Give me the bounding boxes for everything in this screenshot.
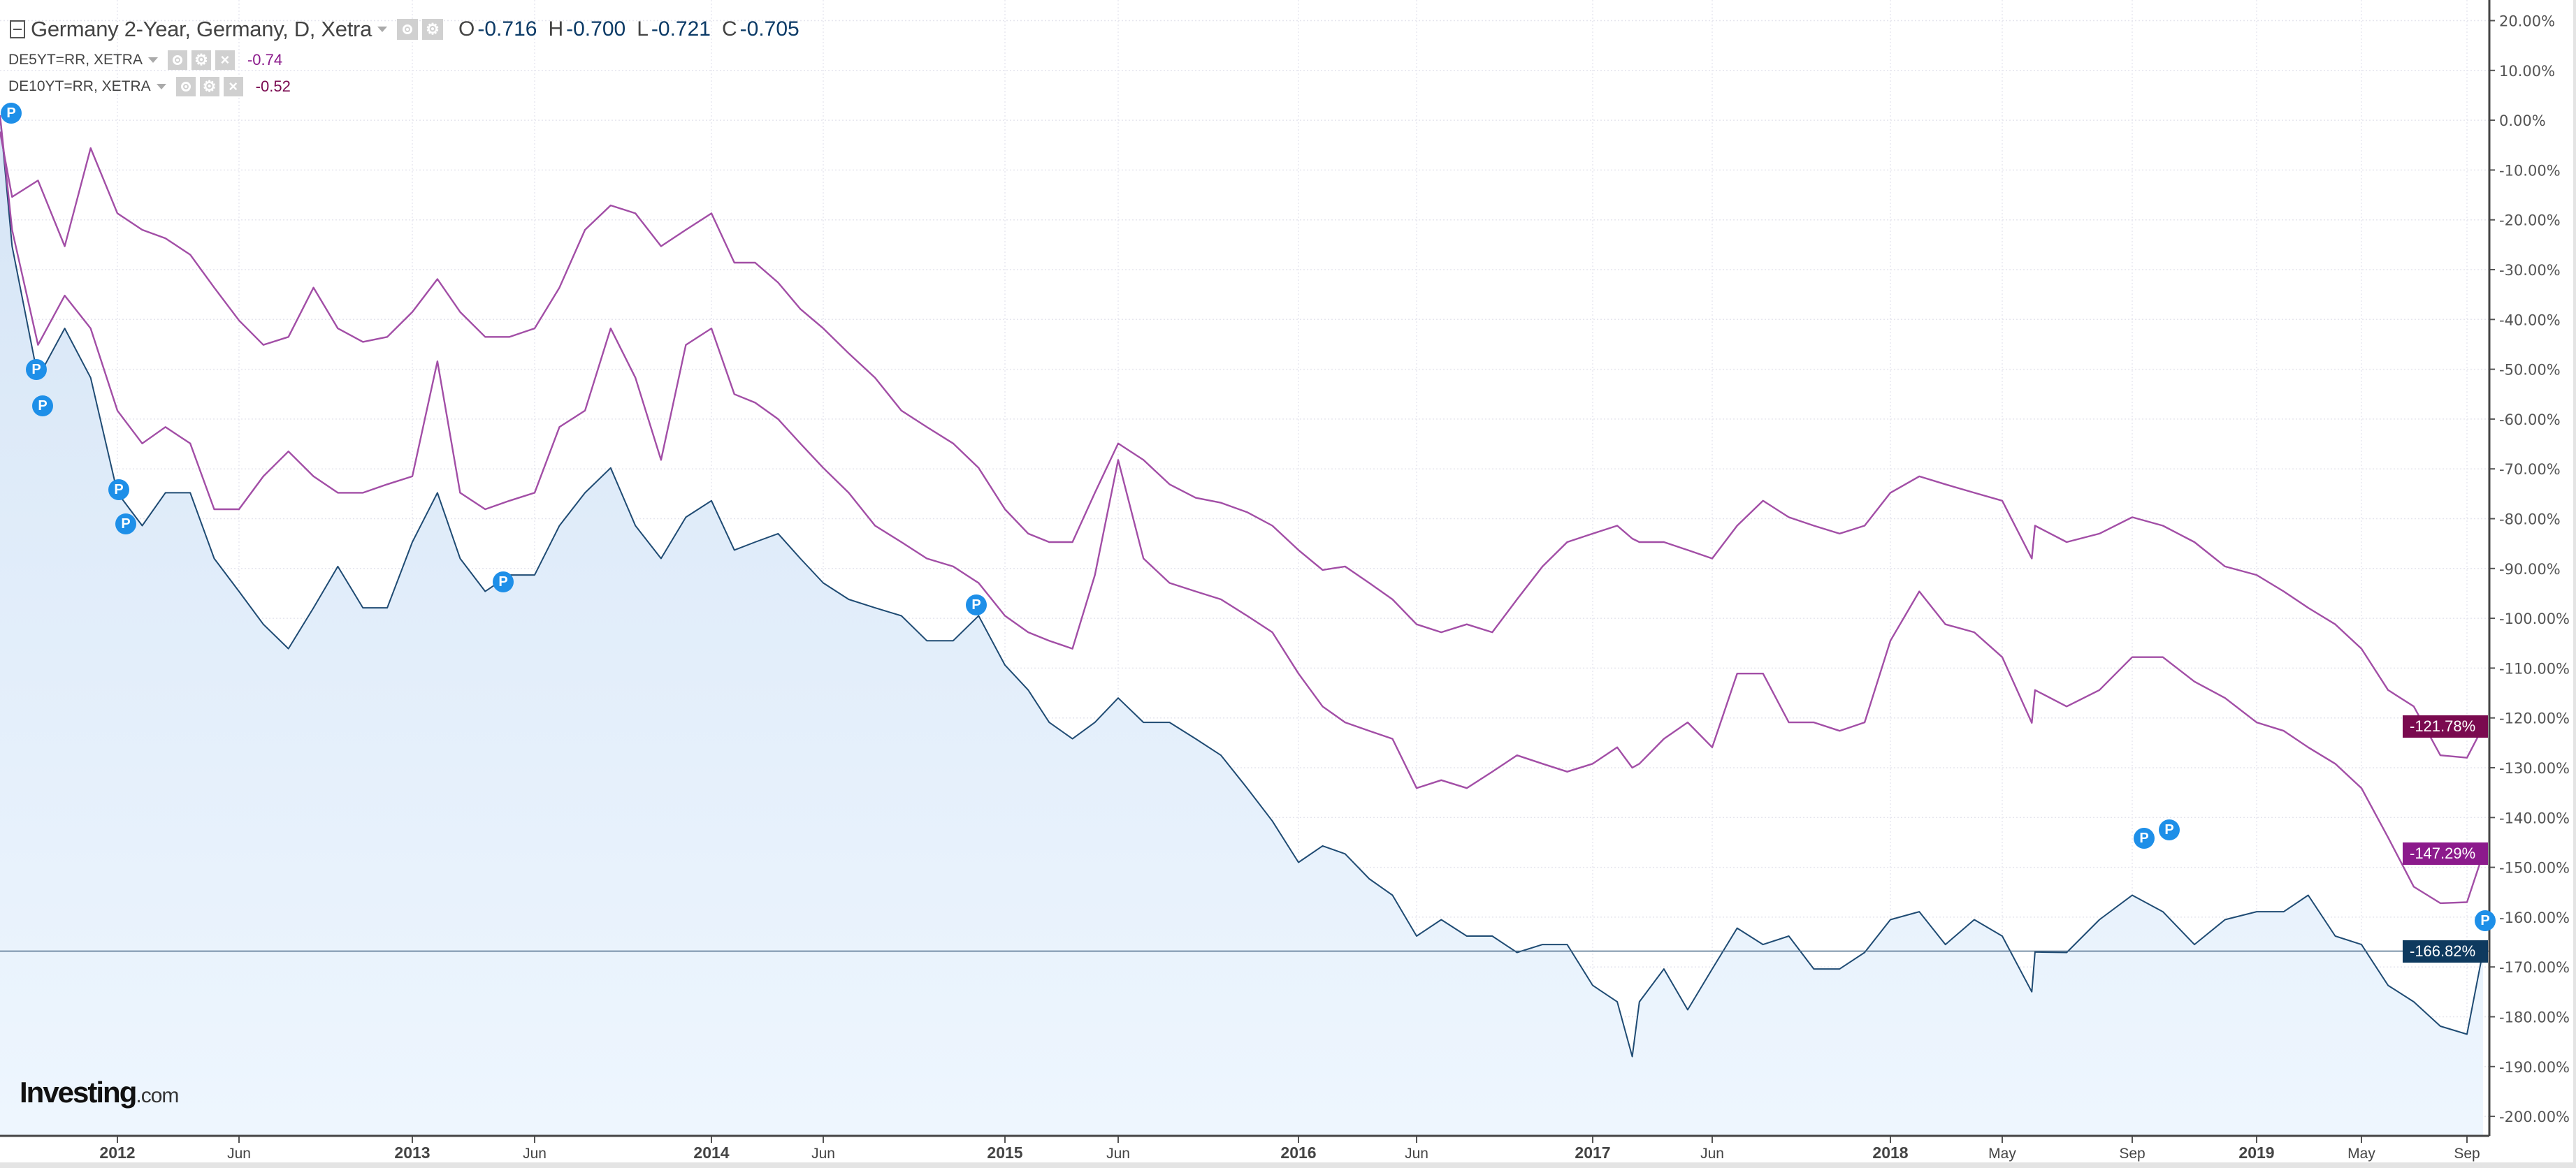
series-lines <box>0 115 2489 1058</box>
y-tick-label: -110.00% <box>2499 660 2570 677</box>
last-value-tag: -166.82% <box>2403 940 2488 963</box>
event-pin-icon[interactable]: P <box>1 103 22 124</box>
x-tick-label: 2017 <box>1575 1144 1610 1162</box>
investing-logo: Investing .com <box>20 1076 179 1109</box>
main-series-legend: Germany 2-Year, Germany, D, Xetra ⚙ O -0.… <box>0 14 799 45</box>
high-label: H <box>548 17 564 41</box>
y-tick-label: -100.00% <box>2499 611 2570 627</box>
x-tick-label: Sep <box>2119 1146 2145 1162</box>
event-pin-icon[interactable]: P <box>2475 910 2496 931</box>
collapse-icon[interactable] <box>10 20 25 38</box>
right-border <box>2573 0 2576 1168</box>
event-pin-icon[interactable]: P <box>493 571 514 592</box>
close-value: -0.705 <box>739 17 799 41</box>
x-tick-label: Jun <box>227 1146 251 1162</box>
y-tick-label: -50.00% <box>2499 362 2561 379</box>
y-tick-label: -70.00% <box>2499 461 2561 478</box>
y-tick-label: -90.00% <box>2499 561 2561 578</box>
x-tick-label: Jun <box>1405 1146 1428 1162</box>
x-tick-label: Jun <box>1700 1146 1724 1162</box>
close-icon[interactable]: × <box>215 50 235 70</box>
chevron-down-icon[interactable] <box>147 57 158 63</box>
bottom-border <box>0 1162 2576 1168</box>
close-icon[interactable]: × <box>223 77 243 96</box>
event-pin-icon[interactable]: P <box>108 479 129 500</box>
y-tick-label: -200.00% <box>2499 1109 2570 1125</box>
high-value: -0.700 <box>566 17 626 41</box>
gear-icon[interactable]: ⚙ <box>422 19 444 40</box>
event-pin-icon[interactable]: P <box>966 594 987 615</box>
x-tick-label: 2016 <box>1280 1144 1316 1162</box>
series-area <box>0 115 2483 1136</box>
series-line-2 <box>0 131 2484 759</box>
overlay-value: -0.74 <box>247 51 283 68</box>
overlay-symbol[interactable]: DE10YT=RR, XETRA <box>8 78 151 94</box>
y-tick-label: -170.00% <box>2499 959 2570 976</box>
x-tick-label: Jun <box>1106 1146 1130 1162</box>
last-value-tag: -121.78% <box>2403 715 2488 738</box>
y-tick-label: -30.00% <box>2499 262 2561 279</box>
y-tick-label: -190.00% <box>2499 1059 2570 1076</box>
y-tick-label: -150.00% <box>2499 860 2570 877</box>
area-fill-2y <box>0 115 2483 1136</box>
x-tick-label: 2015 <box>987 1144 1022 1162</box>
y-tick-label: -80.00% <box>2499 511 2561 528</box>
series-line-0 <box>0 115 2484 1058</box>
x-tick-label: Jun <box>811 1146 835 1162</box>
event-pin-icon[interactable]: P <box>26 359 47 380</box>
overlay-value: -0.52 <box>255 78 291 95</box>
x-tick-label: May <box>2347 1146 2375 1162</box>
y-tick-label: -180.00% <box>2499 1009 2570 1026</box>
y-tick-label: -140.00% <box>2499 810 2570 826</box>
y-tick-label: 10.00% <box>2499 63 2555 80</box>
logo-main: Investing <box>20 1076 137 1109</box>
x-tick-label: 2019 <box>2238 1144 2274 1162</box>
logo-domain: .com <box>136 1084 179 1107</box>
event-pin-icon[interactable]: P <box>2134 828 2155 849</box>
y-tick-label: -160.00% <box>2499 910 2570 926</box>
visibility-eye-icon[interactable] <box>167 50 187 70</box>
y-tick-label: -10.00% <box>2499 162 2561 179</box>
y-tick-label: -120.00% <box>2499 710 2570 727</box>
chevron-down-icon[interactable] <box>156 84 166 89</box>
series-line-1 <box>0 115 2484 905</box>
series-title[interactable]: Germany 2-Year, Germany, D, Xetra <box>31 17 372 41</box>
x-tick-label: 2013 <box>394 1144 430 1162</box>
x-tick-label: 2014 <box>693 1144 729 1162</box>
y-tick-label: -130.00% <box>2499 760 2570 777</box>
overlay-legend-de10yt: DE10YT=RR, XETRA ⚙ × -0.52 <box>0 75 291 98</box>
x-tick-label: Sep <box>2454 1146 2480 1162</box>
last-value-tag: -147.29% <box>2403 842 2488 866</box>
x-tick-label: 2012 <box>99 1144 135 1162</box>
open-label: O <box>458 17 475 41</box>
open-value: -0.716 <box>477 17 537 41</box>
x-tick-label: May <box>1988 1146 2016 1162</box>
gear-icon[interactable]: ⚙ <box>191 50 211 70</box>
low-value: -0.721 <box>651 17 711 41</box>
chevron-down-icon[interactable] <box>377 27 388 32</box>
gear-icon[interactable]: ⚙ <box>199 77 219 96</box>
y-tick-label: -20.00% <box>2499 212 2561 229</box>
overlay-symbol[interactable]: DE5YT=RR, XETRA <box>8 52 143 68</box>
y-tick-label: 20.00% <box>2499 13 2555 30</box>
event-pin-icon[interactable]: P <box>2159 819 2180 840</box>
event-pin-icon[interactable]: P <box>32 395 53 416</box>
low-label: L <box>637 17 649 41</box>
x-tick-label: Jun <box>523 1146 547 1162</box>
y-tick-label: -60.00% <box>2499 411 2561 428</box>
visibility-eye-icon[interactable] <box>175 77 196 96</box>
overlay-legend-de5yt: DE5YT=RR, XETRA ⚙ × -0.74 <box>0 49 282 71</box>
event-pin-icon[interactable]: P <box>115 513 136 534</box>
visibility-eye-icon[interactable] <box>397 19 419 40</box>
y-tick-label: 0.00% <box>2499 112 2546 129</box>
close-label: C <box>721 17 737 41</box>
x-tick-label: 2018 <box>1872 1144 1908 1162</box>
y-tick-label: -40.00% <box>2499 312 2561 328</box>
